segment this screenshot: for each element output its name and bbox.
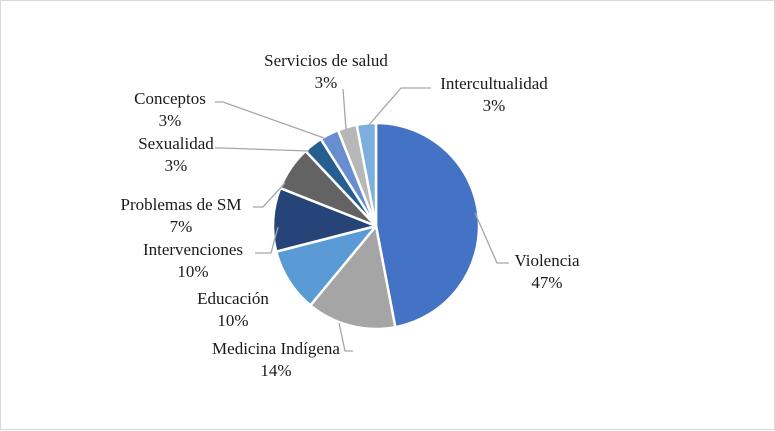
percent-label: 7%	[170, 217, 193, 236]
data-label-intercultualidad: Intercultualidad 3%	[440, 74, 548, 115]
data-labels: Violencia 47% Medicina Indígena 14% Educació…	[121, 51, 580, 380]
category-label: Sexualidad	[138, 134, 214, 153]
data-label-medicina-indigena: Medicina Indígena 14%	[212, 339, 340, 380]
pie-slice-medicina-indigena	[309, 224, 397, 331]
pie-slices	[271, 121, 481, 331]
category-label: Intervenciones	[143, 240, 243, 259]
leader-line-intercultualidad	[367, 87, 431, 127]
category-label: Educación	[197, 289, 269, 308]
category-label: Intercultualidad	[440, 74, 548, 93]
percent-label: 3%	[483, 96, 506, 115]
category-label: Problemas de SM	[121, 195, 242, 214]
data-label-sexualidad: Sexualidad 3%	[138, 134, 214, 175]
pie-slice-intercultualidad	[355, 121, 378, 228]
data-label-conceptos: Conceptos 3%	[134, 89, 206, 130]
leader-line-intervenciones	[255, 226, 279, 254]
leader-line-sexualidad	[215, 147, 310, 152]
data-label-violencia: Violencia 47%	[514, 251, 580, 292]
leader-line-problemas-de-sm	[253, 182, 286, 208]
data-label-servicios-de-salud: Servicios de salud 3%	[264, 51, 388, 92]
percent-label: 47%	[531, 273, 562, 292]
category-label: Violencia	[514, 251, 580, 270]
leader-line-conceptos	[215, 101, 325, 139]
category-label: Medicina Indígena	[212, 339, 340, 358]
category-label: Conceptos	[134, 89, 206, 108]
data-label-problemas-de-sm: Problemas de SM 7%	[121, 195, 242, 236]
leader-line-medicina-indigena	[338, 322, 353, 352]
data-label-intervenciones: Intervenciones 10%	[143, 240, 243, 281]
leader-line-servicios-de-salud	[342, 88, 347, 130]
percent-label: 3%	[315, 73, 338, 92]
percent-label: 3%	[165, 156, 188, 175]
percent-label: 3%	[159, 111, 182, 130]
category-label: Servicios de salud	[264, 51, 388, 70]
percent-label: 10%	[177, 262, 208, 281]
percent-label: 10%	[217, 311, 248, 330]
data-label-educacion: Educación 10%	[197, 289, 269, 330]
leader-lines	[215, 87, 509, 352]
pie-slice-violencia	[374, 121, 481, 329]
percent-label: 14%	[260, 361, 291, 380]
leader-line-violencia	[474, 212, 509, 264]
